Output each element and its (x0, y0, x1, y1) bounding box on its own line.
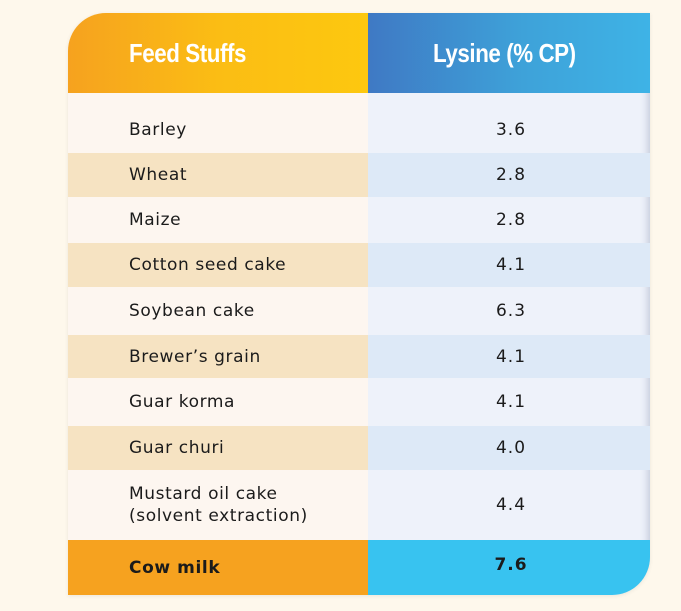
table-row: Wheat 2.8 (68, 153, 650, 197)
lysine-column-background (368, 13, 650, 595)
lysine-value: 6.3 (495, 301, 527, 321)
feed-cell: Wheat (68, 153, 368, 197)
lysine-cell: 7.6 (368, 540, 650, 595)
feed-stuffs-header: Feed Stuffs (68, 13, 368, 93)
feed-name: Guar korma (129, 392, 236, 412)
feed-name: Wheat (129, 165, 188, 185)
feed-cell: Mustard oil cake (solvent extraction) (68, 471, 368, 539)
table-row: Barley 3.6 (68, 108, 650, 152)
feed-name: Maize (129, 210, 182, 230)
lysine-cell: 4.1 (368, 335, 650, 378)
lysine-value: 4.1 (495, 346, 527, 367)
lysine-value: 4.1 (495, 255, 527, 275)
lysine-cell: 4.4 (368, 471, 650, 539)
feed-cell: Cow milk (68, 540, 368, 595)
feed-cell: Maize (68, 198, 368, 242)
lysine-value: 2.8 (495, 210, 527, 230)
lysine-value: 4.0 (495, 438, 527, 458)
feed-name: Cotton seed cake (129, 255, 287, 275)
feed-name: Cow milk (129, 557, 221, 578)
highlight-row: Cow milk 7.6 (68, 540, 650, 595)
lysine-value: 4.4 (495, 495, 527, 515)
lysine-table: Feed Stuffs Lysine (% CP) Barley 3.6 Whe… (68, 13, 650, 595)
lysine-cell: 4.1 (368, 379, 650, 425)
lysine-cell: 2.8 (368, 153, 650, 197)
lysine-cell: 2.8 (368, 198, 650, 242)
feed-cell: Barley (68, 108, 368, 152)
table-row: Guar korma 4.1 (68, 379, 650, 425)
lysine-cell: 4.1 (368, 243, 650, 287)
lysine-header-label: Lysine (% CP) (433, 38, 576, 68)
lysine-value: 7.6 (494, 554, 528, 575)
lysine-value: 2.8 (495, 165, 527, 185)
lysine-cell: 3.6 (368, 108, 650, 152)
table-row: Maize 2.8 (68, 198, 650, 242)
feed-cell: Brewer’s grain (68, 335, 368, 378)
feed-name: Brewer’s grain (129, 346, 261, 367)
feed-name: Mustard oil cake (solvent extraction) (129, 484, 308, 526)
lysine-value: 3.6 (495, 120, 527, 140)
feed-cell: Guar churi (68, 426, 368, 470)
lysine-cell: 4.0 (368, 426, 650, 470)
feed-cell: Soybean cake (68, 288, 368, 334)
lysine-value: 4.1 (495, 392, 527, 412)
table-row: Soybean cake 6.3 (68, 288, 650, 334)
table-row: Cotton seed cake 4.1 (68, 243, 650, 287)
feed-name: Barley (129, 120, 187, 140)
table-row: Guar churi 4.0 (68, 426, 650, 470)
feed-name: Guar churi (129, 438, 225, 458)
feed-name: Soybean cake (129, 301, 255, 321)
table-row: Brewer’s grain 4.1 (68, 335, 650, 378)
lysine-header: Lysine (% CP) (368, 13, 650, 93)
feed-cell: Guar korma (68, 379, 368, 425)
feed-stuffs-header-label: Feed Stuffs (129, 38, 247, 68)
lysine-cell: 6.3 (368, 288, 650, 334)
table-row: Mustard oil cake (solvent extraction) 4.… (68, 471, 650, 539)
feed-cell: Cotton seed cake (68, 243, 368, 287)
